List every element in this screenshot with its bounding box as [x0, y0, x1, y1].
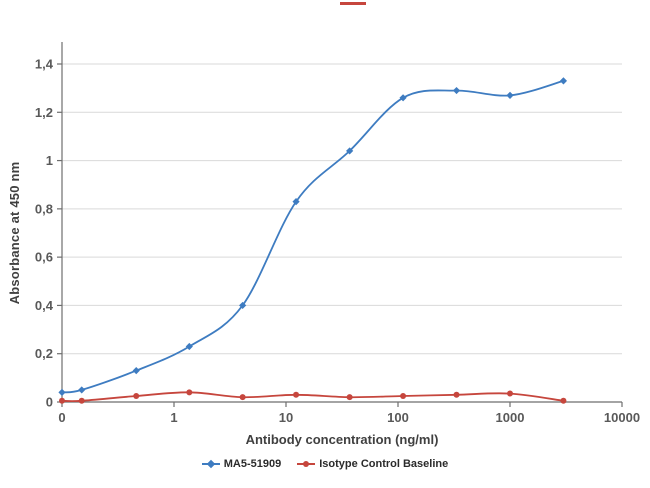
y-tick-label: 0,8: [35, 201, 53, 216]
diamond-marker-icon: [58, 388, 66, 396]
diamond-marker-icon: [132, 367, 140, 375]
circle-marker-icon: [59, 397, 65, 404]
diamond-marker-icon: [346, 147, 354, 155]
diamond-marker-icon: [399, 94, 407, 102]
x-tick-label: 0: [58, 410, 65, 425]
legend-item-ma5-51909: MA5-51909: [201, 458, 282, 470]
diamond-marker-icon: [185, 342, 193, 351]
legend: MA5-51909 Isotype Control Baseline: [0, 458, 650, 470]
diamond-marker-icon: [239, 301, 247, 310]
circle-marker-icon: [78, 397, 85, 404]
x-tick-label: 10000: [604, 410, 640, 425]
circle-marker-icon: [297, 459, 316, 469]
series-line-0: [61, 80, 565, 394]
x-tick-label: 10: [279, 410, 293, 425]
legend-item-isotype-control: Isotype Control Baseline: [297, 458, 448, 470]
x-tick-label: 1: [170, 410, 177, 425]
circle-marker-icon: [346, 394, 353, 401]
y-tick-label: 0: [46, 395, 53, 410]
circle-marker-icon: [400, 392, 407, 399]
circle-marker-icon: [507, 390, 513, 397]
y-tick-label: 1,4: [35, 57, 54, 72]
x-tick-label: 100: [387, 410, 409, 425]
diamond-marker-icon: [506, 91, 514, 99]
x-axis-title: Antibody concentration (ng/ml): [245, 432, 439, 447]
circle-marker-icon: [186, 389, 193, 396]
legend-label: MA5-51909: [223, 458, 282, 470]
circle-marker-icon: [293, 391, 300, 398]
y-tick-label: 1,2: [35, 105, 53, 120]
circle-marker-icon: [239, 394, 246, 401]
y-axis-title: Absorbance at 450 nm: [7, 161, 22, 305]
top-red-dash: [340, 2, 366, 5]
y-tick-label: 1: [46, 153, 53, 168]
diamond-marker-icon: [201, 459, 220, 469]
diamond-marker-icon: [559, 77, 568, 85]
diamond-marker-icon: [78, 386, 86, 394]
y-tick-label: 0,6: [35, 250, 53, 265]
y-tick-label: 0,2: [35, 346, 53, 361]
y-tick-label: 0,4: [35, 298, 54, 313]
diamond-marker-icon: [292, 198, 300, 206]
diamond-marker-icon: [452, 86, 461, 95]
circle-marker-icon: [133, 392, 140, 399]
circle-marker-icon: [560, 397, 567, 404]
circle-marker-icon: [453, 391, 460, 398]
x-tick-label: 1000: [496, 410, 525, 425]
legend-label: Isotype Control Baseline: [319, 458, 449, 470]
